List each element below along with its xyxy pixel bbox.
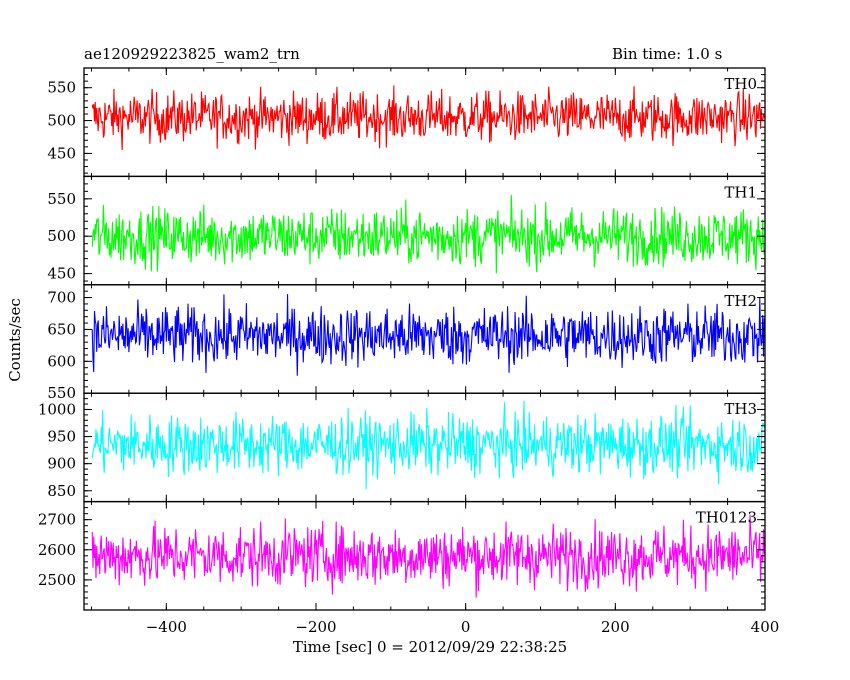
panel-label-th0: TH0: [724, 75, 757, 93]
y-tick-label: 1000: [38, 400, 76, 418]
y-tick-label: 550: [47, 79, 76, 97]
panel-label-th3: TH3: [724, 400, 757, 418]
y-tick-label: 550: [47, 384, 76, 402]
panel-label-th1: TH1: [724, 183, 757, 201]
y-tick-label: 500: [47, 112, 76, 130]
y-tick-label: 650: [47, 320, 76, 338]
x-tick-label: −400: [146, 618, 187, 636]
x-axis-label: Time [sec] 0 = 2012/09/29 22:38:25: [292, 638, 568, 656]
y-tick-label: 600: [47, 352, 76, 370]
y-tick-label: 700: [47, 289, 76, 307]
y-tick-label: 2600: [38, 541, 76, 559]
y-tick-label: 850: [47, 482, 76, 500]
y-tick-label: 450: [47, 265, 76, 283]
panel-label-th2: TH2: [724, 292, 757, 310]
y-tick-label: 450: [47, 144, 76, 162]
x-tick-label: 400: [751, 618, 780, 636]
y-tick-label: 900: [47, 455, 76, 473]
series-th3: [91, 400, 765, 490]
y-tick-label: 500: [47, 227, 76, 245]
series-th0123: [91, 514, 765, 598]
y-tick-label: 2700: [38, 511, 76, 529]
x-tick-label: 200: [601, 618, 630, 636]
x-tick-label: −200: [295, 618, 336, 636]
series-th1: [91, 194, 765, 274]
y-tick-label: 2500: [38, 571, 76, 589]
observation-id: ae120929223825_wam2_trn: [84, 45, 300, 63]
x-tick-label: 0: [461, 618, 471, 636]
bin-time-label: Bin time: 1.0 s: [612, 45, 723, 63]
panel-label-th0123: TH0123: [696, 509, 757, 527]
series-th2: [91, 294, 765, 376]
series-th0: [91, 85, 765, 150]
y-tick-label: 950: [47, 428, 76, 446]
y-tick-label: 550: [47, 190, 76, 208]
